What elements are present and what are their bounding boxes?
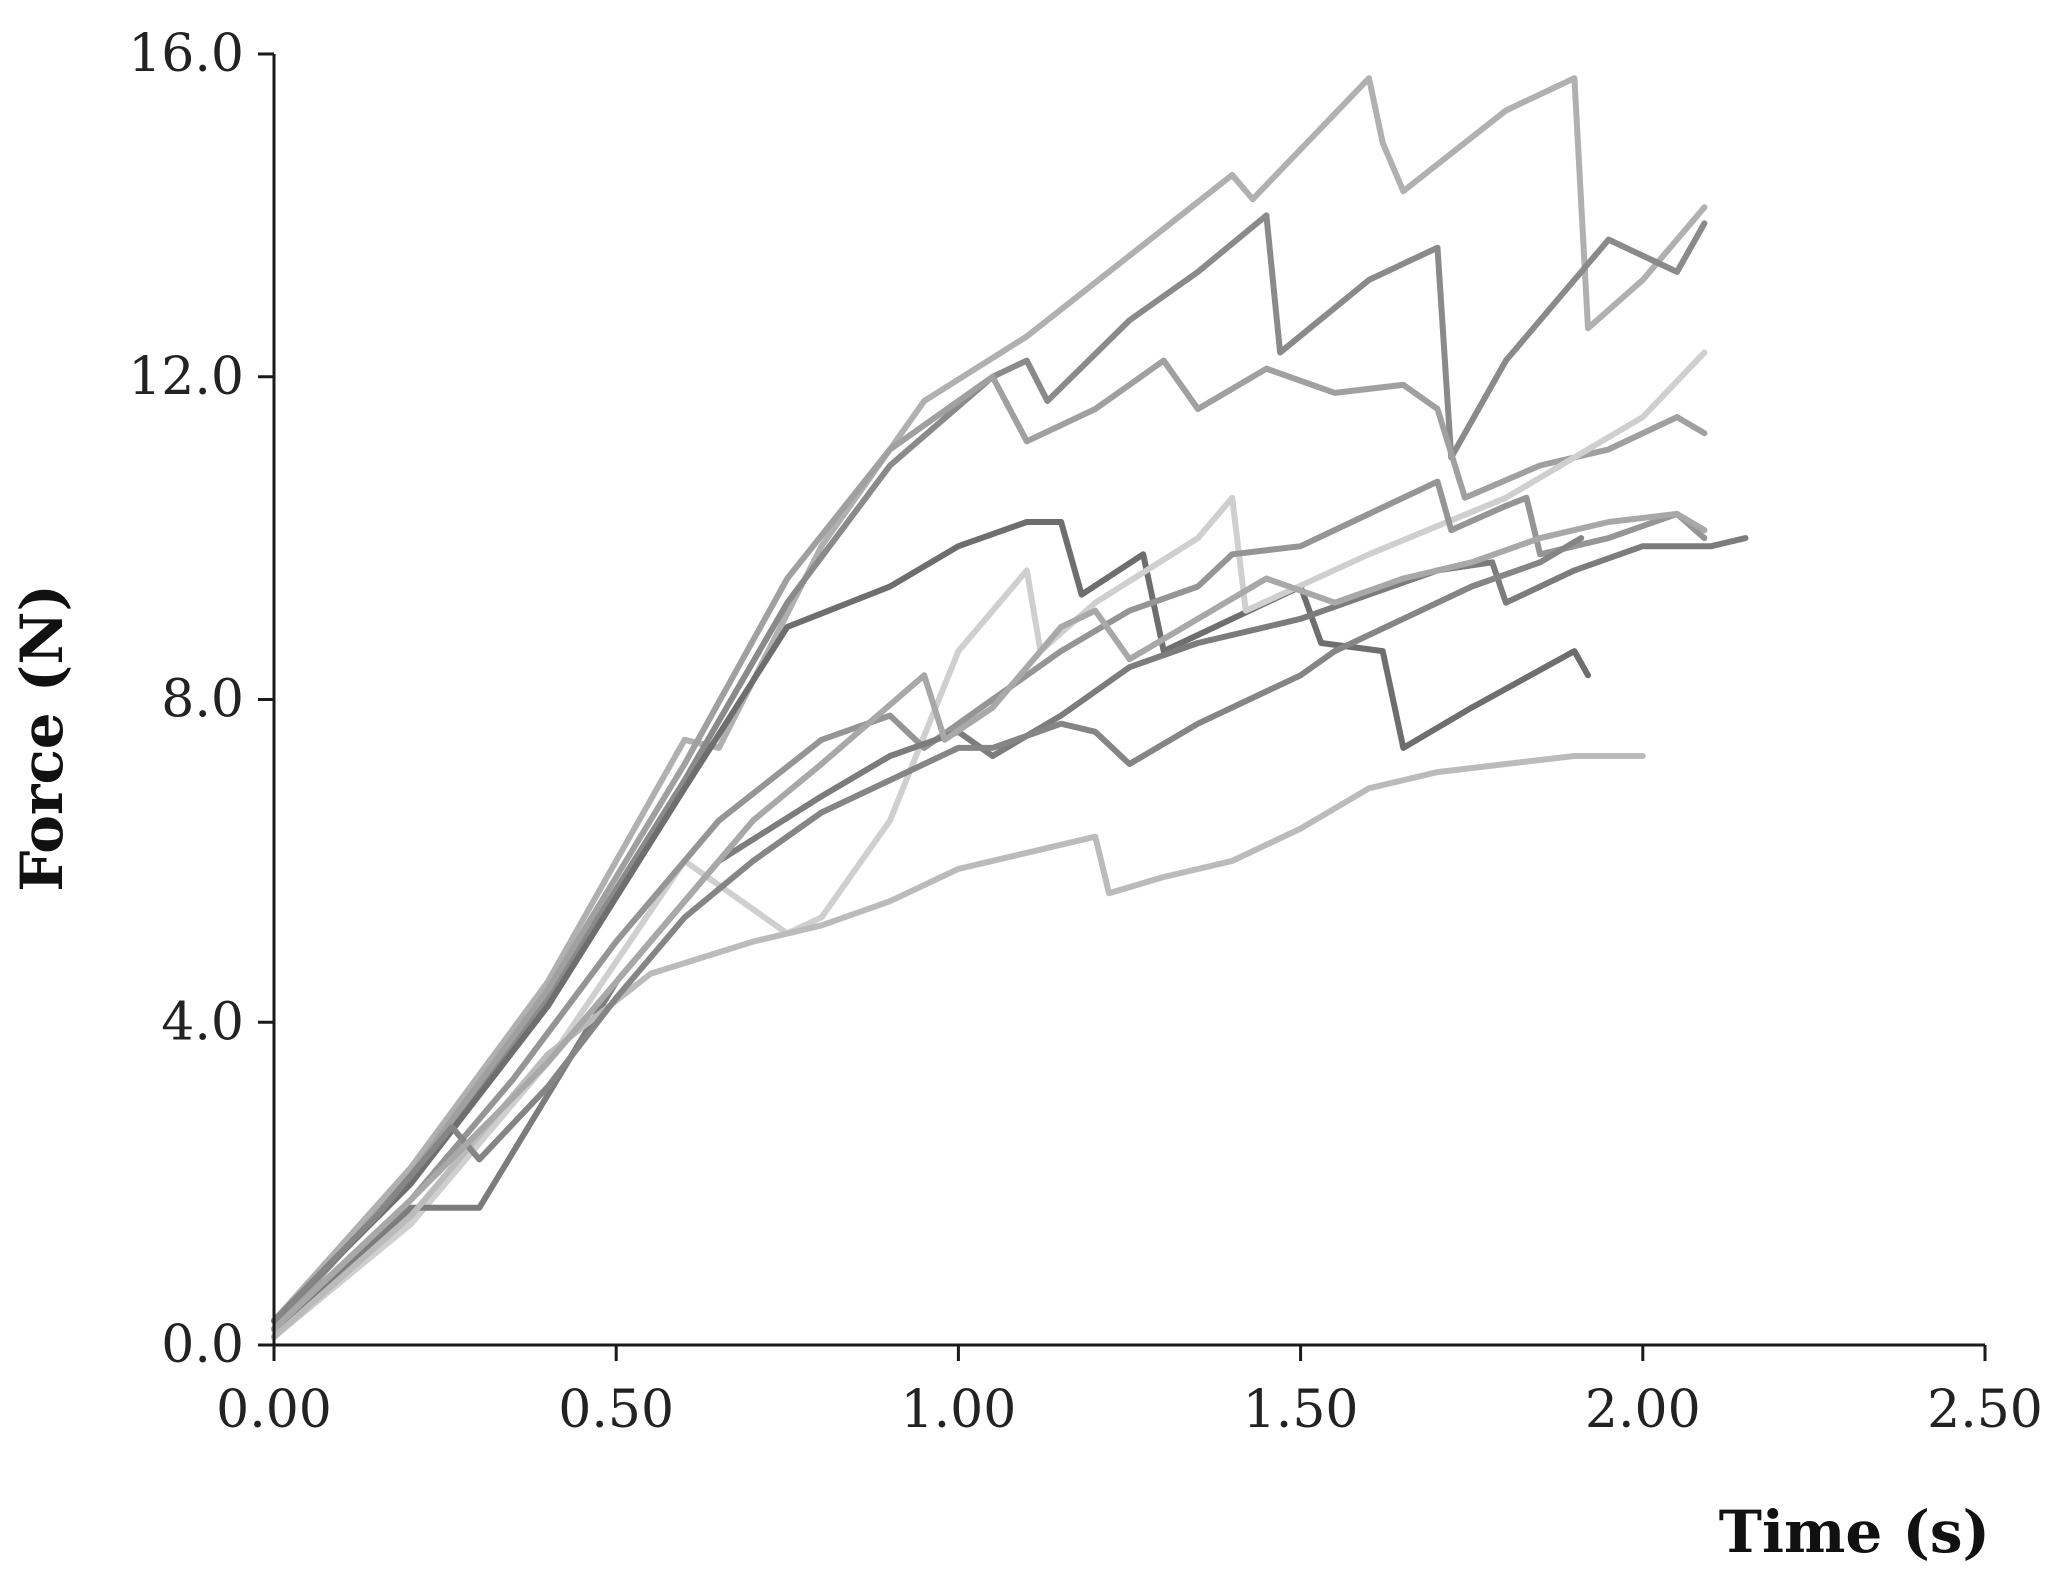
series-line-8 <box>271 753 1646 1340</box>
series-line-9 <box>271 535 1585 1324</box>
y-tick-label: 0.0 <box>161 1315 244 1375</box>
ticks: 0.0 4.0 8.0 12.0 16.0 0.00 0.50 1.00 1.50 2.00 2.5… <box>128 24 2043 1440</box>
x-tick-label: 1.50 <box>1243 1380 1359 1440</box>
x-tick-label: 1.00 <box>901 1380 1017 1440</box>
series-layer <box>271 75 1749 1340</box>
x-tick-label: 2.00 <box>1585 1380 1701 1440</box>
series-line-5 <box>271 349 1708 1340</box>
x-axis-title: Time (s) <box>1719 1498 1990 1566</box>
series-line-7 <box>271 535 1749 1340</box>
y-tick-label: 16.0 <box>128 24 244 84</box>
series-line-10 <box>271 510 1708 1332</box>
x-tick-label: 0.50 <box>558 1380 674 1440</box>
x-tick-label: 2.50 <box>1927 1380 2043 1440</box>
axes <box>272 54 1985 1347</box>
series-line-2 <box>271 212 1708 1324</box>
series-line-4 <box>271 519 1591 1324</box>
series-line-6 <box>271 478 1708 1332</box>
x-tick-label: 0.00 <box>216 1380 332 1440</box>
y-tick-label: 12.0 <box>128 347 244 407</box>
y-tick-label: 4.0 <box>161 992 244 1052</box>
series-line-1 <box>271 75 1708 1324</box>
y-axis-title: Force (N) <box>8 584 76 892</box>
y-tick-label: 8.0 <box>161 670 244 730</box>
series-line-3 <box>271 357 1708 1332</box>
